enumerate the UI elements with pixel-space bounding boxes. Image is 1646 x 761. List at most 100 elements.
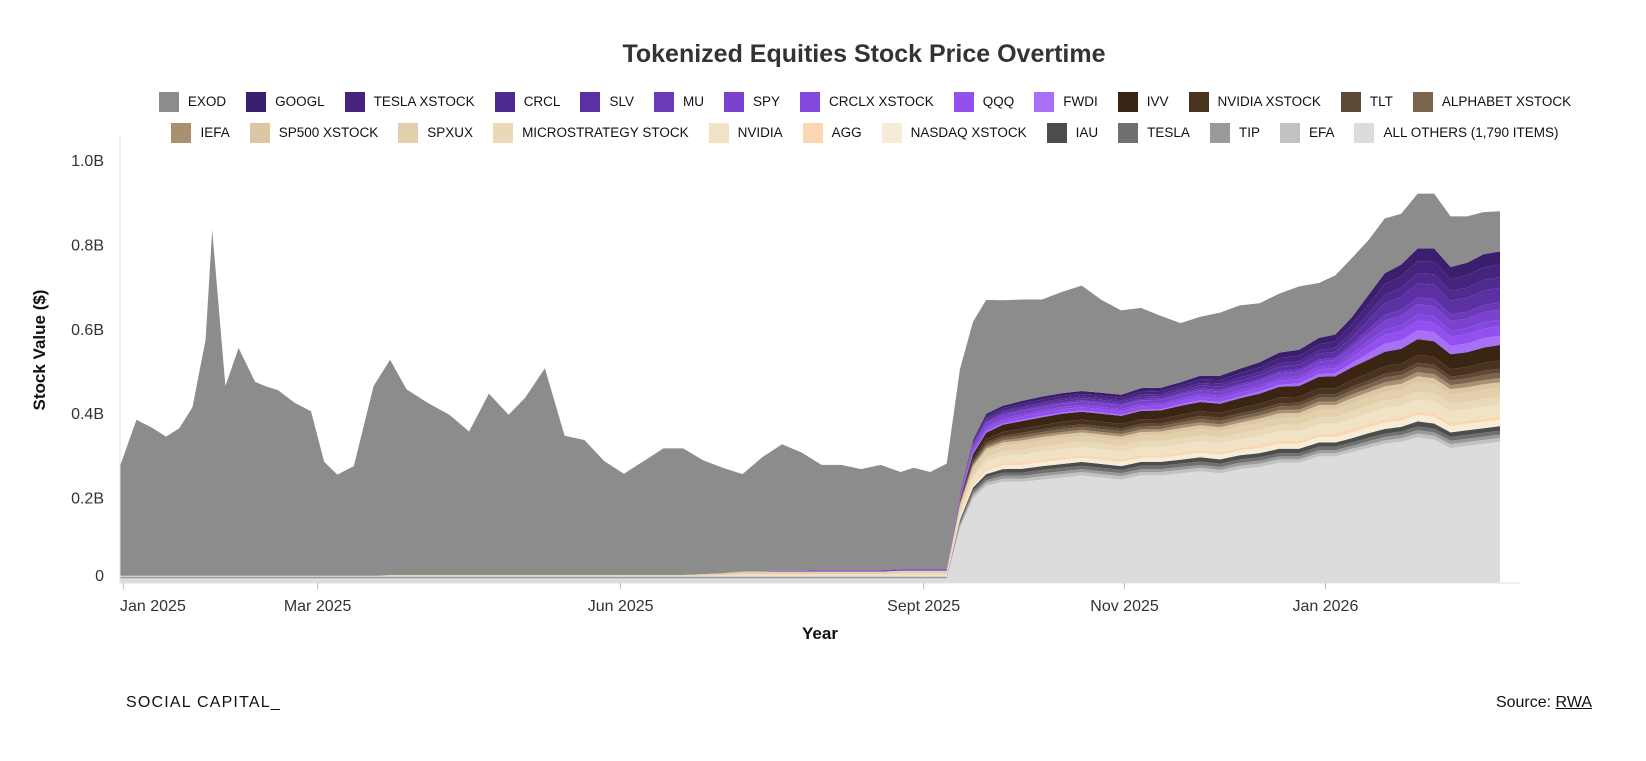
legend-label: QQQ [982, 94, 1015, 109]
legend-label: CRCL [523, 94, 561, 109]
legend-item: ALPHABET XSTOCK [1412, 91, 1572, 112]
legend-swatch [1354, 122, 1375, 143]
legend-label: SPXUX [427, 125, 474, 140]
y-tick-label: 0.8B [71, 237, 104, 254]
legend-label: EFA [1308, 125, 1335, 140]
area-series [120, 437, 1500, 583]
legend-swatch [723, 91, 744, 112]
legend-swatch [1034, 91, 1055, 112]
legend-label: SPY [752, 94, 780, 109]
legend-label: TLT [1369, 94, 1393, 109]
legend-label: MICROSTRATEGY STOCK [522, 125, 689, 140]
legend-item: SLV [580, 91, 634, 112]
legend-label: IVV [1146, 94, 1169, 109]
legend-item: FWDI [1034, 91, 1098, 112]
legend-swatch [580, 91, 601, 112]
legend-label: IAU [1075, 125, 1099, 140]
legend-label: MU [682, 94, 704, 109]
source-credit: Source: RWA [1496, 694, 1592, 712]
legend-swatch [398, 122, 419, 143]
area-series [120, 399, 1500, 577]
legend-label: EXOD [187, 94, 227, 109]
legend-item: SPY [723, 91, 780, 112]
legend-item: IEFA [171, 122, 230, 143]
legend-swatch [494, 91, 515, 112]
x-tick-label: Sept 2025 [887, 598, 960, 615]
legend-swatch [799, 91, 820, 112]
x-tick-label: Mar 2025 [284, 598, 352, 615]
legend-swatch [708, 122, 729, 143]
legend-row: IEFA SP500 XSTOCK SPXUX MICROSTRATEGY STOCK… [120, 117, 1610, 148]
legend-item: IAU [1046, 122, 1099, 143]
area-series [120, 382, 1500, 577]
legend-label: TESLA XSTOCK [373, 94, 475, 109]
legend-swatch [1412, 91, 1433, 112]
legend-label: TIP [1238, 125, 1260, 140]
legend-swatch [1118, 122, 1139, 143]
legend-item: IVV [1117, 91, 1169, 112]
x-tick-label: Nov 2025 [1090, 598, 1159, 615]
legend-item: TESLA [1118, 122, 1190, 143]
source-prefix: Source: [1495, 694, 1556, 711]
legend-swatch [493, 122, 514, 143]
x-tick-label: Jun 2025 [588, 598, 654, 615]
y-axis-title: Stock Value ($) [30, 290, 49, 411]
legend-swatch [1279, 122, 1300, 143]
area-series [120, 421, 1500, 578]
legend-item: TIP [1209, 122, 1260, 143]
area-series [120, 339, 1500, 576]
x-tick-label: Jan 2025 [120, 598, 186, 615]
legend-item: QQQ [953, 91, 1015, 112]
legend-label: CRCLX XSTOCK [828, 94, 934, 109]
legend-swatch [158, 91, 179, 112]
y-tick-label: 0.2B [71, 491, 104, 508]
legend-item: CRCL [494, 91, 561, 112]
legend-swatch [1340, 91, 1361, 112]
brand-wordmark: SOCIAL CAPITAL_ [126, 694, 281, 711]
legend-item: SP500 XSTOCK [249, 122, 379, 143]
source-link[interactable]: RWA [1555, 694, 1592, 711]
chart-title: Tokenized Equities Stock Price Overtime [622, 40, 1106, 68]
y-tick-label: 0 [95, 568, 104, 585]
legend-item: CRCLX XSTOCK [799, 91, 934, 112]
legend-label: IEFA [200, 125, 230, 140]
legend-label: NASDAQ XSTOCK [910, 125, 1027, 140]
legend-swatch [344, 91, 365, 112]
legend-item: SPXUX [398, 122, 474, 143]
area-series [120, 354, 1500, 576]
x-tick-label: Jan 2026 [1293, 598, 1359, 615]
legend-label: FWDI [1063, 94, 1098, 109]
area-series-group [120, 193, 1500, 583]
legend-swatch [1046, 122, 1067, 143]
legend-item: AGG [802, 122, 862, 143]
legend-swatch [246, 91, 267, 112]
legend-item: EFA [1279, 122, 1335, 143]
legend-swatch [1209, 122, 1230, 143]
legend-item: TLT [1340, 91, 1393, 112]
legend-swatch [1117, 91, 1138, 112]
chart-legend: EXOD GOOGL TESLA XSTOCK CRCL SLV MU SPY CRCLX X… [120, 86, 1610, 148]
legend-label: ALPHABET XSTOCK [1441, 94, 1572, 109]
legend-swatch [249, 122, 270, 143]
area-series [120, 411, 1500, 577]
legend-item: ALL OTHERS (1,790 ITEMS) [1354, 122, 1559, 143]
legend-label: SP500 XSTOCK [278, 125, 379, 140]
legend-item: EXOD [158, 91, 227, 112]
x-axis-title: Year [802, 624, 838, 643]
legend-swatch [653, 91, 674, 112]
legend-item: MU [653, 91, 704, 112]
legend-row: EXOD GOOGL TESLA XSTOCK CRCL SLV MU SPY CRCLX X… [120, 86, 1610, 117]
legend-item: NVIDIA [708, 122, 783, 143]
legend-item: GOOGL [246, 91, 325, 112]
legend-item: MICROSTRATEGY STOCK [493, 122, 689, 143]
legend-swatch [171, 122, 192, 143]
legend-item: NASDAQ XSTOCK [881, 122, 1027, 143]
legend-label: SLV [609, 94, 634, 109]
x-axis-ticks: Jan 2025 Mar 2025 Jun 2025 Sept 2025 Nov 202… [120, 583, 1358, 615]
y-axis-ticks: 0 0.2B 0.4B 0.6B 0.8B 1.0B [71, 153, 104, 585]
legend-item: TESLA XSTOCK [344, 91, 475, 112]
area-series [120, 433, 1500, 579]
legend-swatch [1188, 91, 1209, 112]
area-series [120, 414, 1500, 577]
